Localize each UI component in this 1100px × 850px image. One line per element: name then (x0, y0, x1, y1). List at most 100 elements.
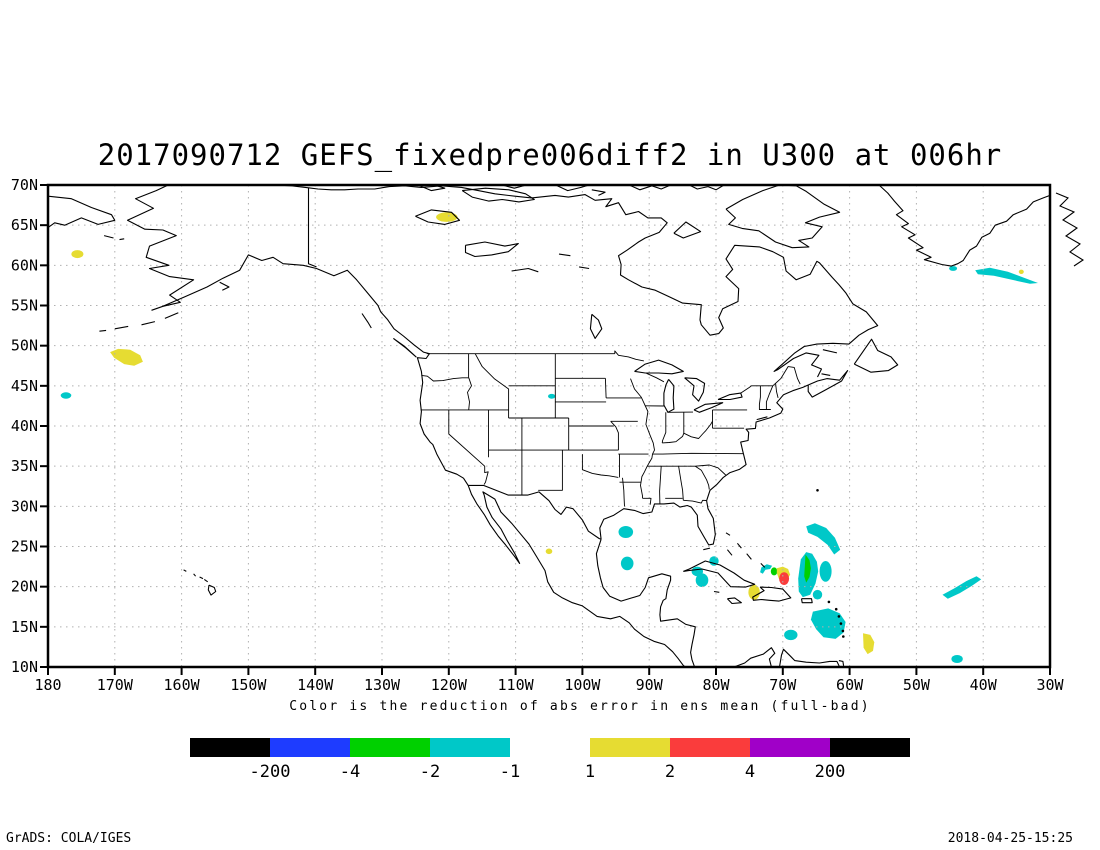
y-tick-label: 55N (11, 297, 38, 315)
colorbar-segment (830, 738, 910, 757)
coastline (393, 337, 417, 358)
contour-patches (60, 212, 1038, 663)
map-gridlines (48, 185, 1050, 667)
contour-patch (806, 523, 841, 555)
colorbar-legend: -200 -4 -2 -1 1 2 4 200 (190, 738, 910, 782)
coastline (673, 221, 702, 239)
coastline (599, 384, 809, 546)
coastline (717, 392, 743, 401)
x-tick-label: 160W (164, 676, 201, 694)
contour-patch (1018, 269, 1024, 274)
island-dot (816, 489, 819, 492)
coastline (464, 241, 519, 258)
coastline-edge-overflow (1055, 192, 1085, 267)
axis-labels: 180 170W 160W 150W 140W 130W 120W 110W 100W 90W 80… (11, 176, 1065, 694)
colorbar-label: -200 (250, 762, 291, 782)
contour-patch (748, 584, 760, 600)
coastline (579, 266, 590, 270)
x-tick-label: 80W (702, 676, 730, 694)
coastline (511, 267, 539, 273)
coastline (807, 370, 849, 398)
x-tick-label: 100W (564, 676, 601, 694)
coastline (468, 484, 602, 540)
coastline (822, 349, 838, 354)
coastline (726, 549, 733, 556)
coastline (800, 598, 813, 604)
colorbar-segment (190, 738, 270, 757)
colorbar-segment (590, 738, 670, 757)
state-border (695, 465, 710, 490)
state-border (662, 420, 713, 444)
x-tick-label: 180 (34, 676, 61, 694)
coastline (733, 647, 776, 668)
coastline (752, 586, 792, 602)
timestamp: 2018-04-25-15:25 (947, 831, 1073, 846)
colorbar-label: 200 (815, 762, 846, 782)
island-dot (827, 600, 831, 604)
x-tick-label: 120W (431, 676, 468, 694)
coastline (683, 560, 756, 588)
coastline (164, 312, 179, 319)
coastline (756, 416, 768, 421)
coastline (558, 253, 571, 257)
coastlines (47, 184, 1085, 668)
coastline (126, 184, 195, 311)
coastline (308, 185, 879, 378)
coastline (684, 377, 706, 402)
coastline (689, 184, 725, 191)
y-tick-label: 35N (11, 457, 38, 475)
contour-patch (548, 393, 556, 399)
contour-patch (975, 267, 1038, 284)
state-border (610, 420, 619, 451)
coastline (199, 576, 204, 580)
caption-text: Color is the reduction of abs error in e… (289, 699, 871, 714)
coastline (595, 539, 696, 668)
colorbar-label: -2 (420, 762, 440, 782)
contour-patch (110, 348, 143, 366)
coastline (207, 584, 217, 596)
state-border (642, 497, 652, 505)
coastline (380, 311, 469, 486)
state-border (659, 466, 662, 504)
coastline (417, 184, 446, 192)
coastline (703, 547, 711, 551)
colorbar-label: -1 (500, 762, 520, 782)
contour-patch (71, 250, 84, 259)
contour-patch (804, 554, 811, 583)
coastline (778, 648, 841, 668)
coastline (713, 590, 720, 593)
coastline (162, 254, 382, 313)
island-dot (834, 607, 838, 611)
coastline (119, 238, 125, 241)
coastline (307, 187, 317, 268)
coastline (634, 359, 684, 375)
contour-patch (760, 564, 773, 574)
x-tick-label: 110W (498, 676, 535, 694)
coastline (415, 209, 461, 225)
state-borders (420, 350, 801, 507)
state-border (661, 412, 667, 443)
coastline (589, 313, 603, 339)
x-tick-label: 130W (364, 676, 401, 694)
page-title: 2017090712 GEFS_fixedpre006diff2 in U300… (97, 138, 1003, 172)
island-fill (752, 587, 791, 602)
coastline (99, 329, 107, 332)
coastline (878, 184, 1051, 267)
y-tick-label: 20N (11, 578, 38, 596)
state-border (421, 374, 469, 382)
contour-patch (695, 573, 709, 587)
state-border (581, 454, 619, 478)
coastline (821, 373, 831, 376)
state-border (467, 377, 472, 410)
y-tick-label: 15N (11, 618, 38, 636)
contour-patch (942, 576, 982, 599)
coastline (203, 578, 209, 583)
contour-patch (779, 572, 790, 585)
x-tick-label: 50W (903, 676, 931, 694)
y-tick-label: 45N (11, 377, 38, 395)
coastline (838, 660, 845, 666)
coastline (103, 235, 114, 239)
contour-patch (810, 608, 846, 639)
contour-patch (863, 633, 875, 655)
coastline (663, 379, 675, 413)
